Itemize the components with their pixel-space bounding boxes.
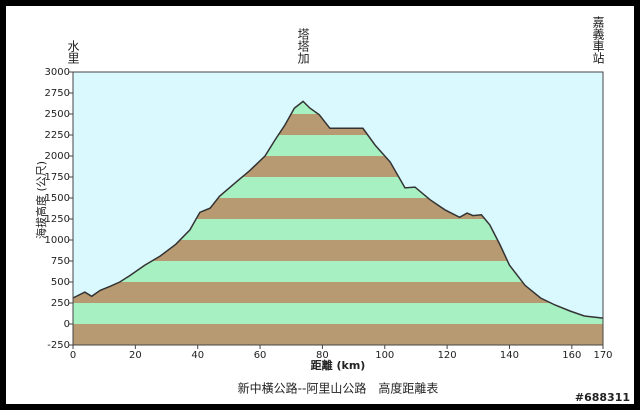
- y-tick-label: 1750: [45, 172, 70, 183]
- elevation-band: [73, 303, 603, 324]
- x-tick-label: 120: [438, 350, 457, 361]
- station-label: 塔塔加: [296, 28, 310, 65]
- x-tick-label: 20: [129, 350, 142, 361]
- x-tick-label: 140: [500, 350, 519, 361]
- x-tick-label: 0: [70, 350, 76, 361]
- elevation-band: [73, 219, 603, 240]
- station-label: 嘉義車站: [591, 16, 605, 64]
- y-axis-title: 海拔高度 (公尺): [34, 161, 48, 239]
- y-tick-label: 1250: [45, 214, 70, 225]
- x-tick-label: 100: [375, 350, 394, 361]
- x-axis-title: 距離 (km): [311, 358, 366, 372]
- x-tick-label: 170: [593, 350, 612, 361]
- x-tick-label: 160: [562, 350, 581, 361]
- y-tick-label: 1000: [45, 235, 70, 246]
- x-tick-label: 60: [254, 350, 267, 361]
- y-tick-label: 250: [51, 298, 70, 309]
- elevation-band: [73, 324, 603, 345]
- y-tick-label: 0: [64, 319, 70, 330]
- y-tick-label: 2000: [45, 151, 70, 162]
- station-label: 水里: [66, 40, 80, 64]
- elevation-band: [73, 240, 603, 261]
- y-tick-label: 2750: [45, 88, 70, 99]
- y-tick-label: -250: [47, 340, 70, 351]
- elevation-band: [73, 282, 603, 303]
- elevation-band: [73, 261, 603, 282]
- x-tick-label: 40: [191, 350, 204, 361]
- x-tick-label: 80: [316, 350, 329, 361]
- y-tick-label: 500: [51, 277, 70, 288]
- y-tick-label: 2500: [45, 109, 70, 120]
- profile-line: [72, 100, 604, 319]
- chart-title: 新中橫公路--阿里山公路 高度距離表: [238, 381, 439, 396]
- y-tick-label: 3000: [45, 67, 70, 78]
- watermark: #688311: [575, 391, 630, 404]
- y-tick-label: 1500: [45, 193, 70, 204]
- y-tick-label: 2250: [45, 130, 70, 141]
- y-tick-label: 750: [51, 256, 70, 267]
- plot-border: [72, 71, 604, 346]
